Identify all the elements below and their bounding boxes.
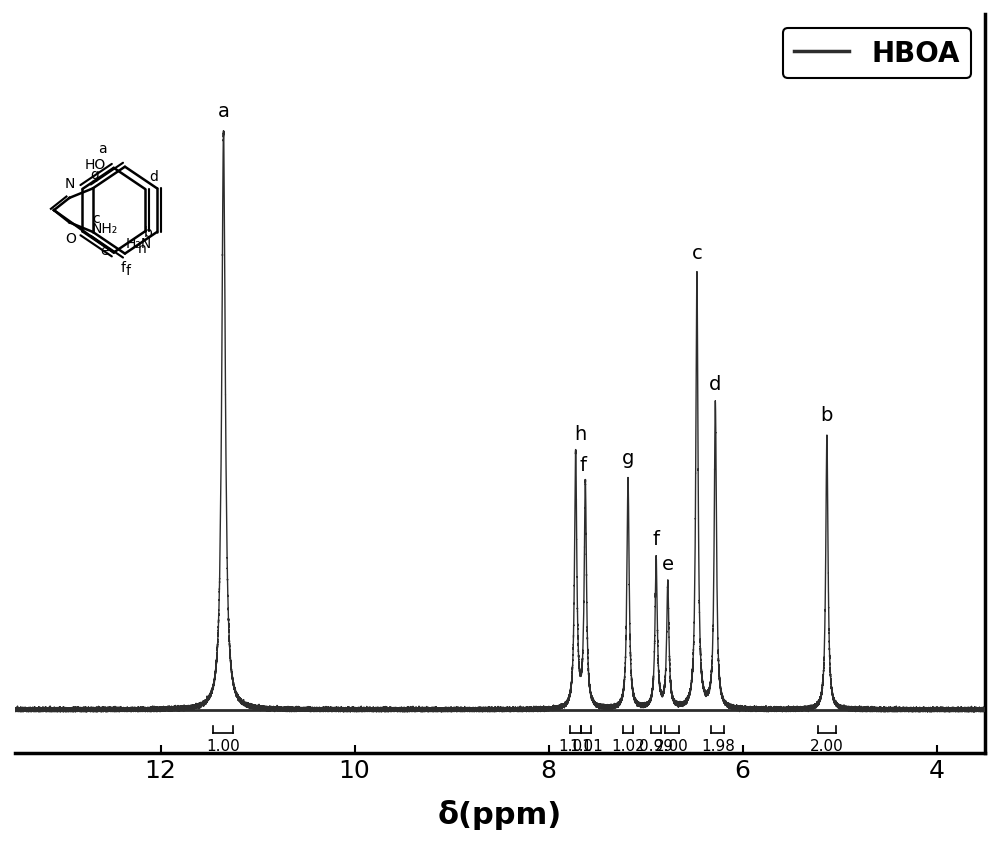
Text: b: b	[821, 406, 833, 424]
Text: g: g	[622, 449, 634, 468]
Legend: HBOA: HBOA	[783, 29, 971, 79]
Text: 2.00: 2.00	[655, 739, 689, 753]
Text: f: f	[580, 455, 587, 474]
Text: 1.02: 1.02	[611, 739, 645, 753]
Text: d: d	[709, 375, 722, 393]
Text: c: c	[692, 245, 702, 263]
Text: 1.98: 1.98	[701, 739, 735, 753]
Text: 0.99: 0.99	[639, 739, 673, 753]
Text: 1.01: 1.01	[559, 739, 593, 753]
Text: a: a	[218, 102, 229, 121]
Text: f: f	[653, 530, 660, 548]
Text: e: e	[662, 554, 674, 573]
Text: h: h	[574, 424, 587, 443]
Text: 1.01: 1.01	[569, 739, 603, 753]
Text: 1.00: 1.00	[206, 739, 240, 753]
Text: 2.00: 2.00	[810, 739, 844, 753]
X-axis label: δ(ppm): δ(ppm)	[438, 799, 562, 829]
